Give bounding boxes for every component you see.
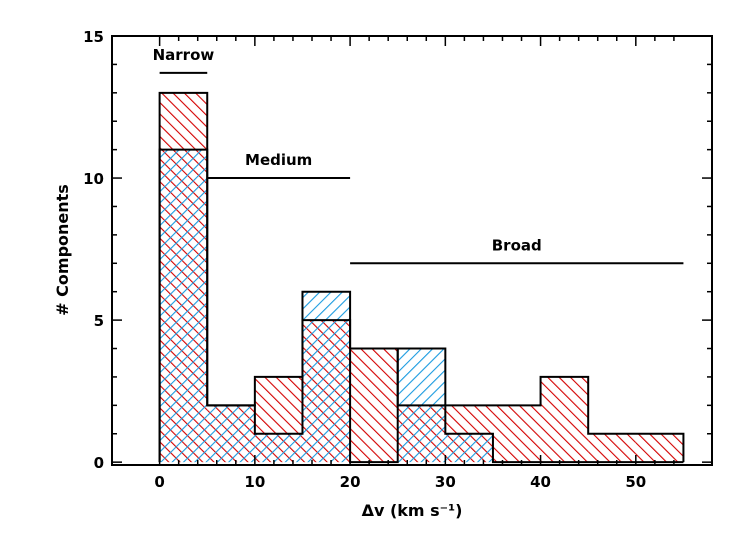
x-tick-label: 0 bbox=[154, 473, 164, 491]
x-tick-label: 50 bbox=[625, 473, 646, 491]
red-bar bbox=[588, 433, 636, 463]
y-tick-labels: 0 5 10 15 bbox=[83, 28, 104, 472]
y-tick-label: 15 bbox=[83, 28, 104, 46]
annotations-layer bbox=[159, 71, 684, 265]
blue-bar bbox=[207, 405, 255, 463]
y-tick-label: 0 bbox=[94, 454, 104, 472]
annotation-label-medium: Medium bbox=[245, 151, 312, 169]
x-tick-label: 40 bbox=[530, 473, 551, 491]
x-axis-label: Δv (km s⁻¹) bbox=[362, 501, 463, 520]
x-tick-labels: 0 10 20 30 40 50 bbox=[154, 473, 646, 491]
x-tick-label: 20 bbox=[340, 473, 361, 491]
blue-bar bbox=[254, 433, 303, 463]
red-bar bbox=[350, 348, 398, 463]
y-tick-label: 10 bbox=[83, 170, 104, 188]
blue-bar bbox=[445, 433, 493, 463]
red-bar bbox=[540, 376, 589, 463]
annotation-label-broad: Broad bbox=[492, 236, 542, 254]
annotation-label-narrow: Narrow bbox=[153, 46, 215, 64]
tick-marks bbox=[112, 35, 712, 465]
y-tick-label: 5 bbox=[94, 312, 104, 330]
red-bar bbox=[492, 405, 541, 463]
x-tick-label: 30 bbox=[435, 473, 456, 491]
x-tick-label: 10 bbox=[244, 473, 265, 491]
red-bar bbox=[635, 433, 684, 463]
y-axis-label: # Components bbox=[53, 184, 72, 316]
plot-frame bbox=[111, 35, 713, 466]
axes-frame bbox=[111, 35, 713, 466]
bars-layer bbox=[159, 92, 684, 463]
blue-outline bbox=[158, 148, 684, 464]
blue-bar bbox=[159, 149, 208, 463]
histogram-outline bbox=[158, 91, 685, 464]
blue-bar bbox=[302, 291, 351, 463]
